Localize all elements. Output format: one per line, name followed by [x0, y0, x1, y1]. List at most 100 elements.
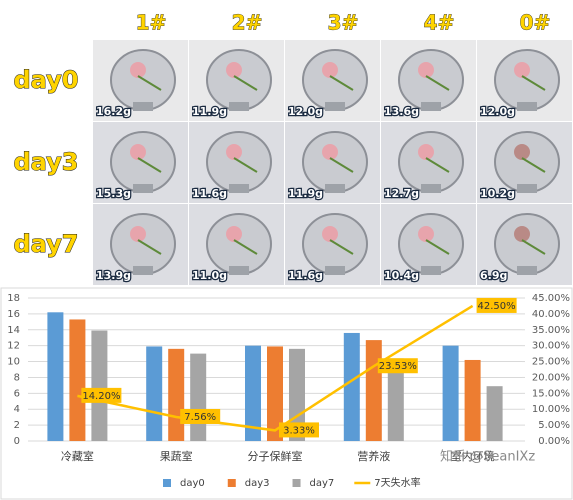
rose [418, 62, 434, 78]
bar [146, 346, 163, 441]
weight-label: 16.2g [96, 105, 131, 118]
x-tick-label: 果蔬室 [160, 449, 193, 463]
y2-tick-label: 10.00% [532, 404, 570, 415]
bar [245, 345, 261, 441]
stem [233, 157, 258, 173]
x-tick-label: 室内环境 [451, 449, 495, 463]
stem [425, 157, 450, 173]
weight-label: 10.4g [384, 269, 419, 282]
rose [130, 144, 146, 160]
bar [91, 330, 108, 441]
column-header: 2# [232, 11, 263, 35]
y2-tick-label: 30.00% [532, 341, 570, 352]
data-label: 23.53% [379, 361, 417, 372]
watermark: 知乎 @SeanIXz [440, 449, 535, 465]
weight-label: 6.9g [480, 269, 507, 282]
rose [322, 226, 338, 242]
stem [137, 239, 162, 255]
legend-swatch [227, 479, 236, 487]
weight-label: 11.6g [288, 269, 323, 282]
scale-display [133, 184, 153, 193]
weight-label: 11.9g [288, 187, 323, 200]
y2-tick-label: 0.00% [538, 436, 570, 447]
column-header: 1# [136, 11, 167, 35]
scale-display [517, 102, 537, 111]
bar [387, 358, 404, 441]
legend-swatch [292, 479, 301, 487]
legend-label: day7 [310, 478, 335, 489]
row-label: day7 [14, 230, 79, 258]
y-tick-label: 14 [7, 325, 20, 336]
weight-label: 11.6g [192, 187, 227, 200]
x-tick-label: 营养液 [357, 449, 390, 463]
row-label: day3 [14, 148, 79, 176]
data-label: 42.50% [478, 301, 516, 312]
y2-tick-label: 5.00% [538, 420, 570, 431]
rose [226, 62, 242, 78]
scale-display [133, 266, 153, 275]
y-tick-label: 2 [14, 420, 20, 431]
data-label-box [377, 358, 418, 374]
scale-display [133, 102, 153, 111]
stem [425, 75, 450, 91]
scale-display [517, 266, 537, 275]
stem [329, 239, 354, 255]
rose [226, 144, 242, 160]
bar [442, 345, 459, 441]
weight-label: 10.2g [480, 187, 515, 200]
data-label-box [476, 297, 517, 313]
scale-display [517, 184, 537, 193]
weight-label: 12.0g [288, 105, 323, 118]
bar [190, 353, 207, 441]
rose [514, 144, 530, 160]
rose [418, 144, 434, 160]
bar [47, 312, 64, 441]
bar [486, 386, 503, 441]
stem [521, 157, 546, 173]
stem [521, 75, 546, 91]
stem [137, 157, 162, 173]
weight-label: 15.3g [96, 187, 131, 200]
legend-label: day0 [180, 478, 205, 489]
stem [425, 239, 450, 255]
bar [343, 332, 360, 441]
data-label: 7.56% [184, 412, 216, 423]
scale-display [325, 184, 345, 193]
rose [322, 144, 338, 160]
rose [514, 62, 530, 78]
y-tick-label: 0 [14, 436, 20, 447]
legend-swatch [163, 479, 171, 487]
scale-display [229, 266, 249, 275]
legend-label: day3 [245, 478, 270, 489]
photo-grid: 1# 2# 3# 4# 0# day0 16.2g 11.9g 12.0g 13.6g 12.0g d… [13, 10, 572, 285]
y2-tick-label: 25.00% [532, 357, 570, 368]
y2-tick-label: 15.00% [532, 388, 570, 399]
scale-display [325, 266, 345, 275]
stem [233, 239, 258, 255]
y2-tick-label: 35.00% [532, 325, 570, 336]
data-label: 14.20% [82, 391, 120, 402]
y-tick-label: 12 [7, 341, 20, 352]
line [77, 304, 474, 432]
y-tick-label: 16 [7, 309, 20, 320]
weight-label: 11.9g [192, 105, 227, 118]
data-label-box [279, 422, 319, 438]
legend-label: 7天失水率 [374, 476, 420, 489]
rose [130, 226, 146, 242]
weight-label: 12.7g [384, 187, 419, 200]
y-tick-label: 10 [7, 357, 20, 368]
rose [418, 226, 434, 242]
bar [464, 359, 481, 441]
scale-display [229, 102, 249, 111]
rose [514, 226, 530, 242]
rose [130, 62, 146, 78]
chart: 0 2 4 6 8 10 12 14 16 18 0.00% 5.00% 10.00% 15.00% 20.… [7, 293, 570, 489]
scale-display [325, 102, 345, 111]
weight-label: 13.6g [384, 105, 419, 118]
y-tick-label: 18 [7, 293, 20, 304]
scale-display [421, 266, 441, 275]
column-header: 3# [328, 11, 359, 35]
stem [233, 75, 258, 91]
bar [168, 348, 185, 441]
